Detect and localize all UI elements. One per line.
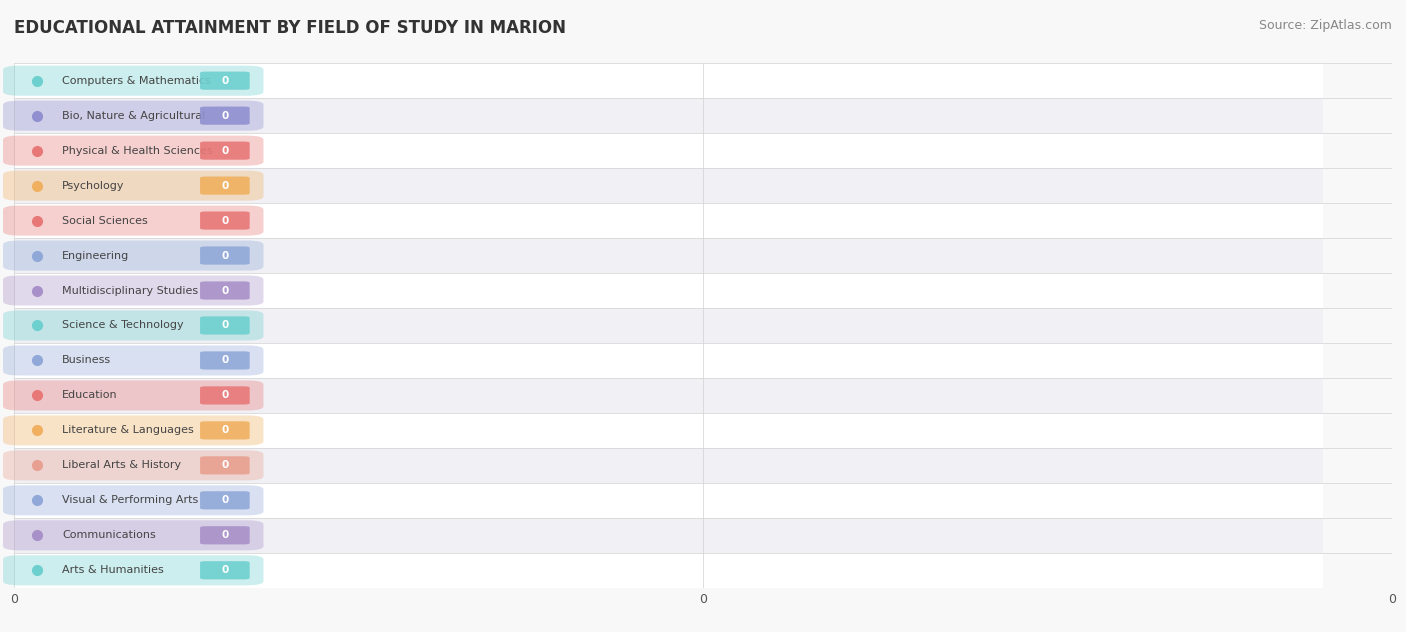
FancyBboxPatch shape [3,380,263,410]
Text: 0: 0 [221,250,229,260]
Text: Communications: Communications [62,530,156,540]
FancyBboxPatch shape [200,212,250,229]
FancyBboxPatch shape [3,415,263,446]
Text: 0: 0 [221,495,229,506]
FancyBboxPatch shape [200,176,250,195]
Bar [0,448,1323,483]
FancyBboxPatch shape [200,107,250,125]
Text: 0: 0 [221,181,229,191]
Text: Education: Education [62,391,118,401]
Bar [0,98,1323,133]
Text: Engineering: Engineering [62,250,129,260]
Bar [0,413,1323,448]
FancyBboxPatch shape [3,171,263,200]
Text: 0: 0 [221,460,229,470]
FancyBboxPatch shape [3,556,263,585]
Text: Arts & Humanities: Arts & Humanities [62,565,165,575]
FancyBboxPatch shape [200,246,250,265]
Text: Bio, Nature & Agricultural: Bio, Nature & Agricultural [62,111,205,121]
Bar [0,133,1323,168]
Text: Social Sciences: Social Sciences [62,216,148,226]
FancyBboxPatch shape [200,142,250,160]
FancyBboxPatch shape [3,241,263,270]
Text: Liberal Arts & History: Liberal Arts & History [62,460,181,470]
FancyBboxPatch shape [3,136,263,166]
FancyBboxPatch shape [200,456,250,475]
Bar [0,168,1323,203]
FancyBboxPatch shape [3,451,263,480]
FancyBboxPatch shape [200,386,250,404]
Bar [0,483,1323,518]
FancyBboxPatch shape [200,71,250,90]
FancyBboxPatch shape [3,485,263,515]
FancyBboxPatch shape [200,351,250,370]
FancyBboxPatch shape [200,526,250,544]
Text: 0: 0 [221,565,229,575]
Text: 0: 0 [221,145,229,155]
FancyBboxPatch shape [200,317,250,334]
FancyBboxPatch shape [200,281,250,300]
Text: Science & Technology: Science & Technology [62,320,184,331]
Bar [0,63,1323,98]
Text: 0: 0 [221,425,229,435]
Text: Literature & Languages: Literature & Languages [62,425,194,435]
FancyBboxPatch shape [3,66,263,95]
Text: Psychology: Psychology [62,181,125,191]
FancyBboxPatch shape [3,310,263,341]
FancyBboxPatch shape [200,561,250,580]
Text: 0: 0 [221,286,229,296]
FancyBboxPatch shape [3,520,263,550]
Text: Business: Business [62,355,111,365]
FancyBboxPatch shape [3,346,263,375]
Bar [0,203,1323,238]
FancyBboxPatch shape [3,276,263,305]
Text: Visual & Performing Arts: Visual & Performing Arts [62,495,198,506]
Bar [0,378,1323,413]
Text: Multidisciplinary Studies: Multidisciplinary Studies [62,286,198,296]
FancyBboxPatch shape [200,422,250,439]
Text: Source: ZipAtlas.com: Source: ZipAtlas.com [1258,19,1392,32]
Text: 0: 0 [221,111,229,121]
Bar [0,343,1323,378]
Text: 0: 0 [221,320,229,331]
FancyBboxPatch shape [200,491,250,509]
Text: 0: 0 [221,391,229,401]
FancyBboxPatch shape [3,205,263,236]
Bar [0,553,1323,588]
Text: 0: 0 [221,76,229,86]
Text: 0: 0 [221,355,229,365]
Text: Computers & Mathematics: Computers & Mathematics [62,76,211,86]
Bar [0,238,1323,273]
Bar [0,273,1323,308]
Text: EDUCATIONAL ATTAINMENT BY FIELD OF STUDY IN MARION: EDUCATIONAL ATTAINMENT BY FIELD OF STUDY… [14,19,567,37]
FancyBboxPatch shape [3,100,263,131]
Text: 0: 0 [221,216,229,226]
Bar [0,308,1323,343]
Text: 0: 0 [221,530,229,540]
Text: Physical & Health Sciences: Physical & Health Sciences [62,145,212,155]
Bar [0,518,1323,553]
